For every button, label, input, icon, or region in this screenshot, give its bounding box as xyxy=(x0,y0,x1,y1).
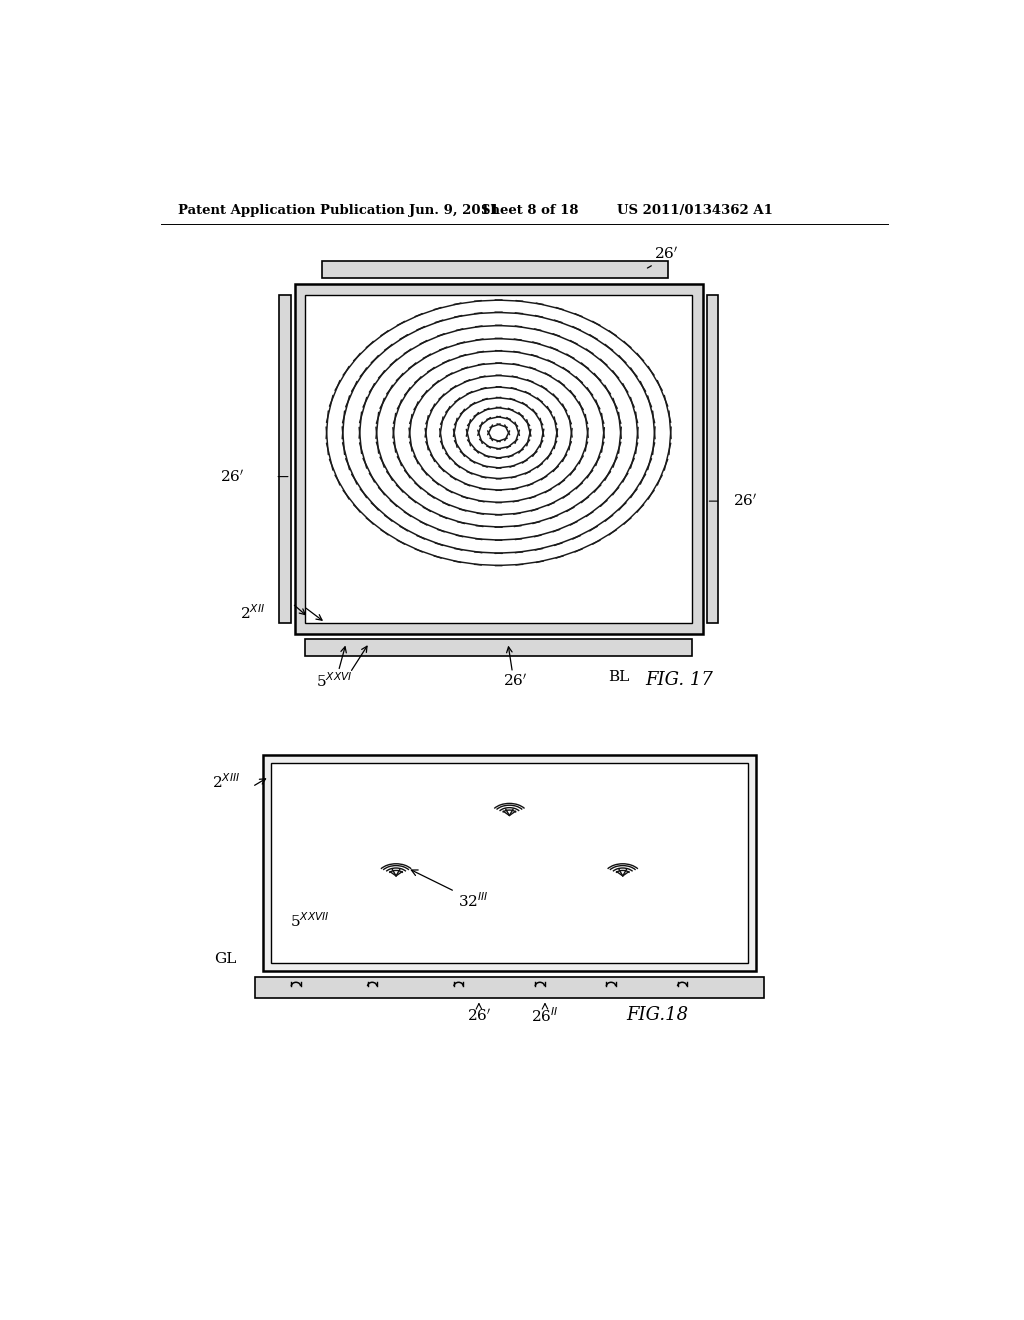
Text: 26$'$: 26$'$ xyxy=(733,492,758,510)
Text: 26$^{II}$: 26$^{II}$ xyxy=(531,1006,559,1024)
Text: Patent Application Publication: Patent Application Publication xyxy=(178,205,406,218)
Bar xyxy=(707,294,718,623)
Bar xyxy=(305,294,692,623)
Bar xyxy=(255,977,764,998)
Bar xyxy=(280,294,291,623)
Bar xyxy=(295,284,702,635)
Text: 5$^{XXVII}$: 5$^{XXVII}$ xyxy=(290,911,330,931)
Text: 32$^{III}$: 32$^{III}$ xyxy=(412,870,488,909)
Text: FIG. 17: FIG. 17 xyxy=(645,672,713,689)
Text: 26$'$: 26$'$ xyxy=(647,246,679,268)
Text: GL: GL xyxy=(214,952,237,966)
Text: 2$^{XII}$: 2$^{XII}$ xyxy=(241,603,265,622)
Bar xyxy=(322,261,668,277)
Bar xyxy=(270,763,749,964)
Text: 2$^{XIII}$: 2$^{XIII}$ xyxy=(212,772,240,792)
Bar xyxy=(263,755,756,970)
Text: 26$'$: 26$'$ xyxy=(467,1007,492,1024)
Bar xyxy=(305,639,692,656)
Text: US 2011/0134362 A1: US 2011/0134362 A1 xyxy=(617,205,773,218)
Text: BL: BL xyxy=(608,671,629,684)
Text: 26$'$: 26$'$ xyxy=(220,469,245,484)
Text: 26$'$: 26$'$ xyxy=(504,672,527,689)
Text: Jun. 9, 2011: Jun. 9, 2011 xyxy=(410,205,500,218)
Text: Sheet 8 of 18: Sheet 8 of 18 xyxy=(481,205,579,218)
Text: 5$^{XXVI}$: 5$^{XXVI}$ xyxy=(316,671,353,690)
Text: FIG.18: FIG.18 xyxy=(627,1006,688,1024)
